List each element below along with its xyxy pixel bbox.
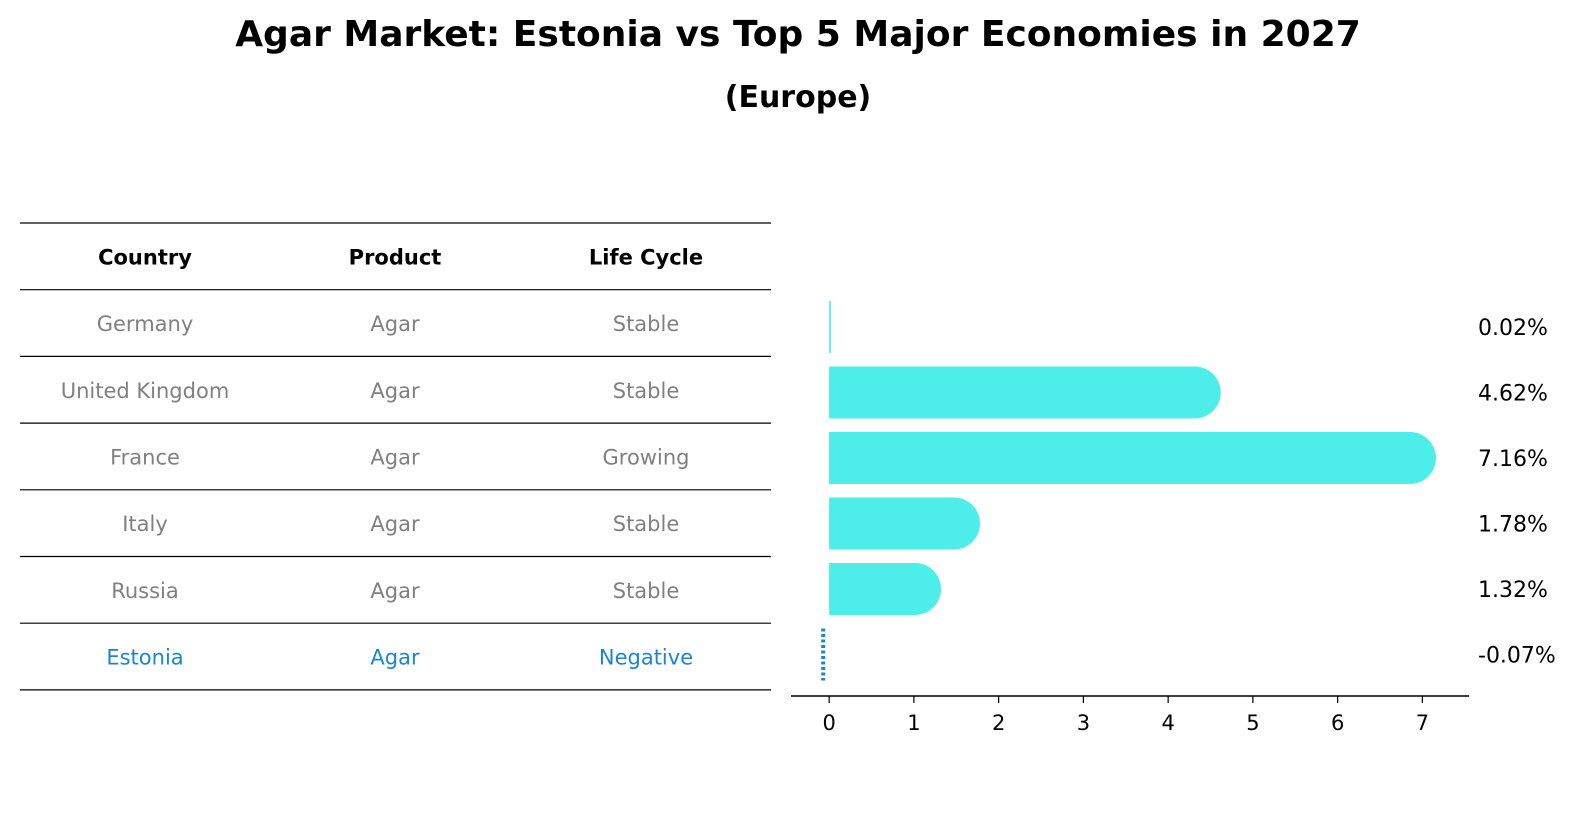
table-cell-country: Italy — [122, 512, 168, 536]
bar-value-label: 1.32% — [1478, 578, 1548, 603]
table-cell-product: Agar — [370, 445, 420, 469]
table-cell-product: Agar — [370, 379, 420, 403]
bar-germany — [829, 301, 831, 353]
table-header-cell: Life Cycle — [589, 245, 703, 269]
chart-subtitle: (Europe) — [724, 80, 872, 115]
data-table: Country Product Life Cycle Germany Agar Stabl… — [20, 222, 771, 691]
x-tick-label: 4 — [1161, 711, 1174, 735]
table-cell-life-cycle: Negative — [599, 646, 693, 670]
table-cell-country: Estonia — [106, 646, 183, 670]
table-cell-life-cycle: Stable — [613, 379, 680, 403]
bar-value-label: 7.16% — [1478, 447, 1548, 472]
table-cell-country: Germany — [97, 312, 194, 336]
x-tick-label: 0 — [822, 711, 835, 735]
table-cell-country: United Kingdom — [61, 379, 230, 403]
x-tick-label: 1 — [907, 711, 920, 735]
bar-plot: 0 1 2 3 4 5 6 7 0.02% 4.62% 7.16% 1.78% 1.32% -0.07% — [791, 301, 1556, 735]
x-tick-label: 3 — [1077, 711, 1090, 735]
bar-value-label: 1.78% — [1478, 513, 1548, 538]
bar-united-kingdom — [829, 366, 1221, 419]
table-header-cell: Country — [98, 245, 192, 269]
x-tick-label: 2 — [992, 711, 1005, 735]
x-tick-label: 7 — [1416, 711, 1429, 735]
table-cell-product: Agar — [370, 512, 420, 536]
bar-russia — [829, 563, 942, 615]
bar-france — [829, 432, 1436, 484]
bar-value-label: -0.07% — [1478, 644, 1556, 669]
table-cell-life-cycle: Growing — [603, 445, 690, 469]
table-header-cell: Product — [349, 245, 442, 269]
table-cell-product: Agar — [370, 579, 420, 603]
table-cell-product: Agar — [370, 646, 420, 670]
table-cell-country: France — [110, 445, 180, 469]
table-cell-life-cycle: Stable — [613, 579, 680, 603]
table-cell-product: Agar — [370, 312, 420, 336]
table-cell-life-cycle: Stable — [613, 312, 680, 336]
bar-italy — [829, 497, 980, 550]
table-cell-country: Russia — [111, 579, 179, 603]
bar-value-label: 0.02% — [1478, 316, 1548, 341]
table-cell-life-cycle: Stable — [613, 512, 680, 536]
bar-value-label: 4.62% — [1478, 382, 1548, 407]
chart-title: Agar Market: Estonia vs Top 5 Major Econ… — [235, 14, 1361, 55]
x-tick-label: 6 — [1331, 711, 1344, 735]
x-tick-label: 5 — [1246, 711, 1259, 735]
